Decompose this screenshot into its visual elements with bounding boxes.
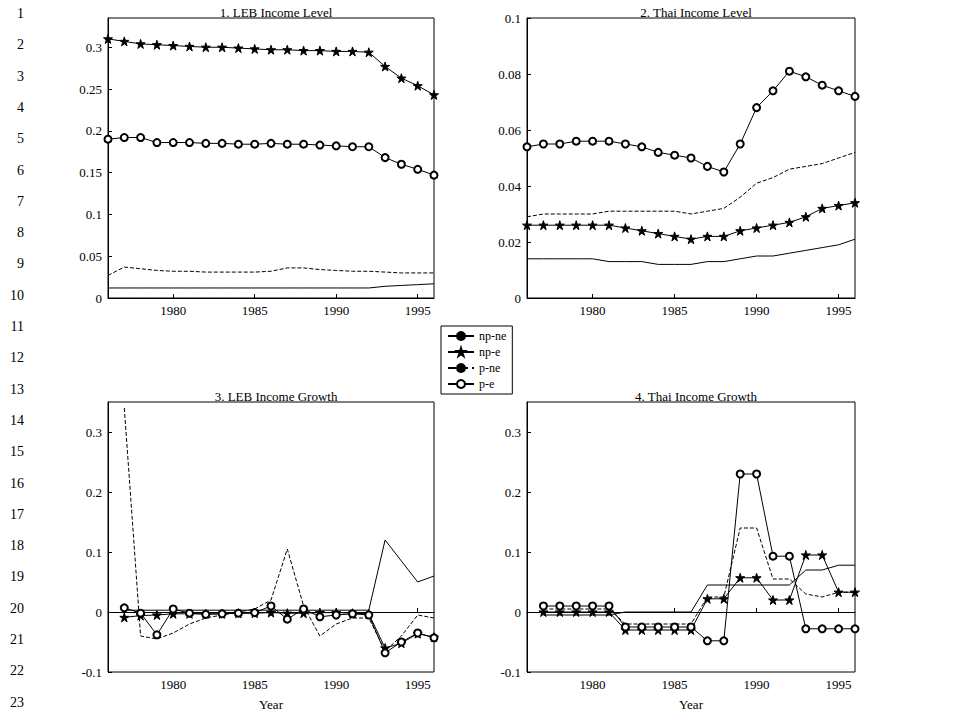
- svg-text:0.02: 0.02: [498, 235, 521, 250]
- svg-text:0.1: 0.1: [86, 207, 102, 222]
- svg-text:0.3: 0.3: [86, 40, 102, 55]
- svg-text:0.25: 0.25: [79, 82, 102, 97]
- svg-text:1995: 1995: [826, 303, 852, 318]
- svg-text:0.1: 0.1: [505, 545, 521, 560]
- html-text:18: 18: [10, 538, 24, 554]
- svg-text:1980: 1980: [580, 677, 606, 692]
- svg-text:1980: 1980: [160, 677, 186, 692]
- html-text:12: 12: [10, 350, 24, 366]
- html-text:3: 3: [17, 68, 24, 84]
- svg-text:p-e: p-e: [479, 377, 494, 391]
- svg-text:1980: 1980: [160, 303, 186, 318]
- svg-text:1995: 1995: [826, 677, 852, 692]
- html-text:23: 23: [10, 694, 24, 710]
- svg-text:0: 0: [96, 605, 103, 620]
- html-text:13: 13: [10, 381, 24, 397]
- html-text:6: 6: [17, 162, 24, 178]
- svg-text:p-ne: p-ne: [479, 361, 500, 375]
- html-text:14: 14: [10, 412, 24, 428]
- svg-text:Year: Year: [259, 697, 284, 712]
- html-text:2: 2: [17, 37, 24, 53]
- svg-text:1985: 1985: [242, 303, 268, 318]
- svg-text:1990: 1990: [744, 677, 770, 692]
- html-text:22: 22: [10, 663, 24, 679]
- svg-text:1985: 1985: [662, 677, 688, 692]
- html-text:9: 9: [17, 256, 24, 272]
- html-text:17: 17: [10, 506, 24, 522]
- html-text:16: 16: [10, 475, 24, 491]
- svg-text:1990: 1990: [323, 677, 349, 692]
- svg-text:2. Thai Income Level: 2. Thai Income Level: [640, 5, 752, 20]
- svg-text:1990: 1990: [323, 303, 349, 318]
- html-text:11: 11: [10, 319, 24, 334]
- svg-text:0: 0: [96, 291, 103, 306]
- svg-text:1985: 1985: [242, 677, 268, 692]
- svg-text:1990: 1990: [744, 303, 770, 318]
- html-text:15: 15: [10, 444, 24, 460]
- svg-text:-0.1: -0.1: [81, 665, 102, 680]
- svg-text:1995: 1995: [405, 303, 431, 318]
- svg-text:Year: Year: [679, 697, 704, 712]
- svg-text:0.2: 0.2: [86, 485, 102, 500]
- html-text:5: 5: [17, 131, 24, 147]
- html-text:7: 7: [17, 193, 24, 209]
- svg-text:0.06: 0.06: [498, 123, 521, 138]
- svg-text:np-e: np-e: [479, 345, 500, 359]
- svg-text:0.05: 0.05: [79, 249, 102, 264]
- html-text:21: 21: [10, 632, 24, 647]
- svg-text:0.1: 0.1: [86, 545, 102, 560]
- svg-text:1980: 1980: [580, 303, 606, 318]
- html-text:20: 20: [10, 600, 24, 616]
- svg-text:3. LEB Income Growth: 3. LEB Income Growth: [215, 389, 338, 404]
- html-text:19: 19: [10, 569, 24, 585]
- svg-text:0.2: 0.2: [505, 485, 521, 500]
- svg-text:0.2: 0.2: [86, 123, 102, 138]
- svg-text:0: 0: [515, 291, 522, 306]
- svg-text:0: 0: [515, 605, 522, 620]
- svg-text:0.08: 0.08: [498, 67, 521, 82]
- svg-text:0.3: 0.3: [505, 425, 521, 440]
- svg-text:0.3: 0.3: [86, 425, 102, 440]
- svg-text:np-ne: np-ne: [479, 329, 506, 343]
- svg-text:0.04: 0.04: [498, 179, 521, 194]
- svg-text:-0.1: -0.1: [500, 665, 521, 680]
- html-text:8: 8: [17, 225, 24, 241]
- html-text:10: 10: [10, 287, 24, 303]
- svg-text:4. Thai Income Growth: 4. Thai Income Growth: [635, 389, 757, 404]
- svg-text:0.1: 0.1: [505, 11, 521, 26]
- svg-text:0.15: 0.15: [79, 165, 102, 180]
- html-text:1: 1: [17, 6, 24, 21]
- svg-text:1985: 1985: [662, 303, 688, 318]
- html-text:4: 4: [17, 99, 24, 115]
- svg-text:1995: 1995: [405, 677, 431, 692]
- svg-text:1. LEB Income Level: 1. LEB Income Level: [220, 5, 333, 20]
